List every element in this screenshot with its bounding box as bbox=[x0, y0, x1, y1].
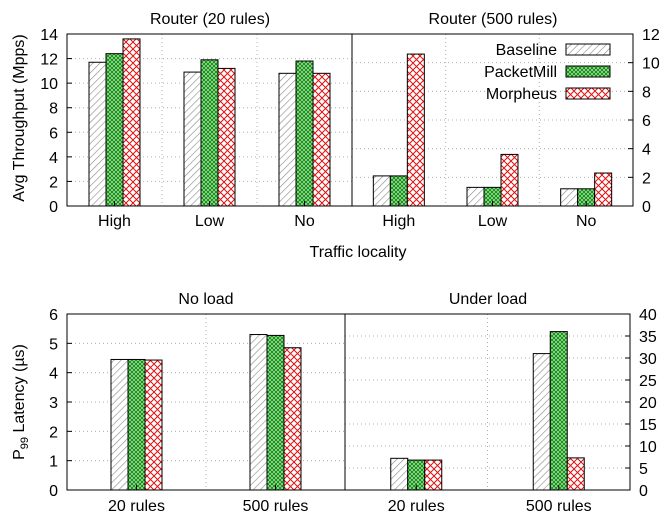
bar-baseline-20-rules bbox=[390, 457, 409, 491]
legend-swatch-packetmill bbox=[565, 65, 611, 78]
y-tick-label: 8 bbox=[642, 84, 651, 101]
bar-baseline-low bbox=[466, 186, 485, 207]
y-axis-label-throughput: Avg Throughput (Mpps) bbox=[11, 34, 28, 202]
y-tick-label: 1 bbox=[49, 454, 58, 471]
x-tick-label: 20 rules bbox=[108, 498, 165, 515]
bar-packetmill-high bbox=[105, 53, 124, 207]
y-tick-label: 12 bbox=[642, 27, 660, 44]
bar-morpheus-high bbox=[122, 38, 141, 207]
y-tick-label: 25 bbox=[639, 373, 657, 390]
y-tick-label: 35 bbox=[639, 329, 657, 346]
bar-morpheus-500-rules bbox=[283, 347, 302, 491]
x-tick-label: High bbox=[382, 213, 415, 230]
y-tick-label: 10 bbox=[642, 56, 660, 73]
bar-baseline-no bbox=[560, 188, 579, 207]
y-tick-label: 30 bbox=[639, 351, 657, 368]
y-tick-label: 40 bbox=[639, 307, 657, 324]
bar-morpheus-no bbox=[594, 172, 613, 207]
y-tick-label: 15 bbox=[639, 417, 657, 434]
y-tick-label: 12 bbox=[40, 52, 58, 69]
bar-morpheus-20-rules bbox=[424, 459, 443, 491]
y-tick-label: 5 bbox=[639, 461, 648, 478]
y-tick-label: 6 bbox=[642, 113, 651, 130]
latency-label-rest: Latency (µs) bbox=[11, 344, 28, 437]
bar-baseline-high bbox=[88, 61, 107, 207]
y-tick-label: 4 bbox=[49, 366, 58, 383]
bar-packetmill-500-rules bbox=[549, 331, 568, 491]
panel-title-router-500: Router (500 rules) bbox=[429, 11, 558, 28]
panel-title-under-load: Under load bbox=[449, 291, 527, 308]
x-tick-label: No bbox=[294, 213, 315, 230]
bar-morpheus-500-rules bbox=[566, 457, 585, 491]
y-tick-label: 6 bbox=[49, 125, 58, 142]
bar-baseline-high bbox=[372, 175, 391, 207]
y-tick-label: 10 bbox=[40, 76, 58, 93]
legend-label-packetmill: PacketMill bbox=[484, 64, 557, 81]
bar-packetmill-20-rules bbox=[127, 358, 146, 491]
y-axis-label-latency: P99 Latency (µs) bbox=[11, 344, 31, 460]
y-tick-label: 0 bbox=[49, 483, 58, 500]
y-tick-label: 2 bbox=[49, 174, 58, 191]
x-tick-label: 500 rules bbox=[526, 498, 592, 515]
y-tick-label: 3 bbox=[49, 395, 58, 412]
x-tick-label: 20 rules bbox=[388, 498, 445, 515]
x-tick-label: Low bbox=[478, 213, 508, 230]
bar-baseline-500-rules bbox=[532, 353, 551, 491]
legend-label-baseline: Baseline bbox=[496, 42, 557, 59]
y-tick-label: 10 bbox=[639, 439, 657, 456]
panel-under-load: 20 rules 500 rules 0 5 10 15 20 25 30 35 40 bbox=[344, 307, 657, 515]
legend-label-morpheus: Morpheus bbox=[486, 86, 557, 103]
y-tick-label: 4 bbox=[49, 150, 58, 167]
bar-morpheus-high bbox=[406, 53, 425, 207]
y-tick-label: 2 bbox=[49, 424, 58, 441]
y-tick-label: 6 bbox=[49, 307, 58, 324]
y-tick-label: 5 bbox=[49, 336, 58, 353]
y-tick-label: 14 bbox=[40, 27, 58, 44]
y-tick-label: 0 bbox=[49, 199, 58, 216]
y-tick-label: 4 bbox=[642, 142, 651, 159]
bar-morpheus-no bbox=[312, 72, 331, 207]
panel-title-router-20: Router (20 rules) bbox=[150, 11, 270, 28]
x-tick-label: No bbox=[576, 213, 597, 230]
bar-baseline-500-rules bbox=[249, 334, 268, 491]
plot-frame bbox=[344, 313, 631, 491]
legend: Baseline PacketMill Morpheus bbox=[484, 42, 611, 103]
y-tick-label: 2 bbox=[642, 170, 651, 187]
bar-morpheus-low bbox=[500, 153, 519, 207]
x-axis-label-traffic-locality: Traffic locality bbox=[310, 244, 407, 261]
x-tick-label: Low bbox=[195, 213, 225, 230]
bar-packetmill-500-rules bbox=[266, 334, 285, 491]
bar-baseline-low bbox=[183, 71, 202, 207]
x-tick-label: High bbox=[98, 213, 131, 230]
legend-swatch-morpheus bbox=[565, 87, 611, 100]
y-tick-label: 0 bbox=[642, 199, 651, 216]
y-tick-label: 0 bbox=[639, 483, 648, 500]
bar-packetmill-low bbox=[200, 59, 219, 207]
panel-no-load: 20 rules 500 rules 0 1 2 3 4 5 6 bbox=[49, 307, 346, 515]
y-tick-label: 8 bbox=[49, 101, 58, 118]
legend-swatch-baseline bbox=[565, 43, 611, 56]
y-tick-label: 20 bbox=[639, 395, 657, 412]
panel-title-no-load: No load bbox=[178, 291, 233, 308]
bar-packetmill-no bbox=[295, 60, 314, 207]
x-tick-label: 500 rules bbox=[243, 498, 309, 515]
bar-baseline-no bbox=[278, 72, 297, 207]
panel-router-20-rules: High Low No 0 2 4 6 8 10 12 14 bbox=[40, 27, 353, 230]
bar-morpheus-low bbox=[217, 67, 236, 207]
plot-frame bbox=[351, 33, 634, 207]
panel-router-500-rules: High Low No 0 2 4 6 8 10 12 bbox=[351, 27, 660, 230]
bar-morpheus-20-rules bbox=[144, 359, 163, 491]
bar-baseline-20-rules bbox=[110, 358, 129, 491]
